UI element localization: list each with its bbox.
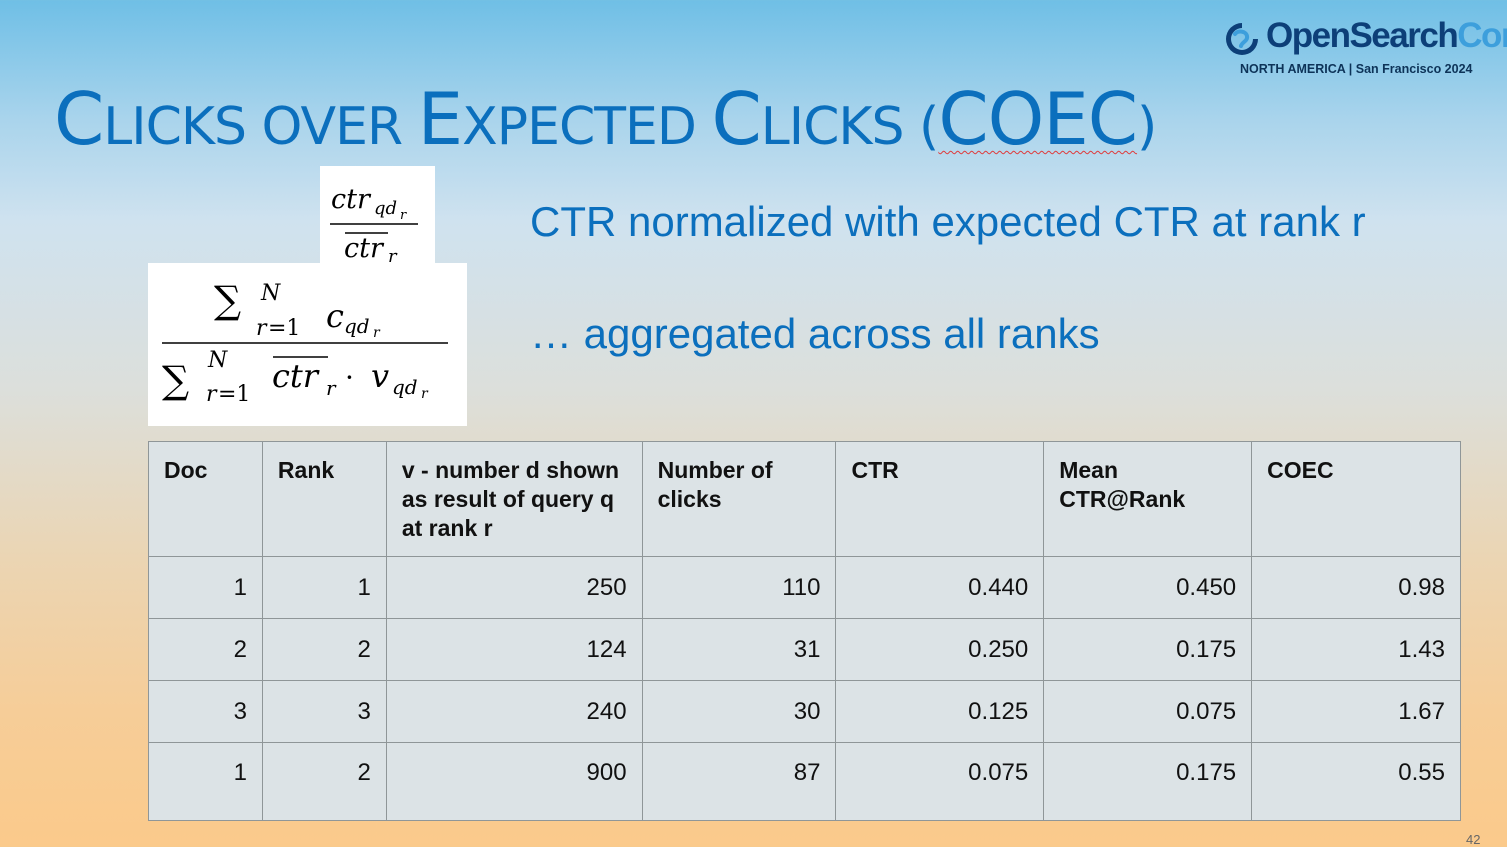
svg-text:∑: ∑: [162, 358, 189, 402]
title-close-paren: ): [1137, 97, 1157, 157]
cell-coec: 1.43: [1251, 618, 1461, 681]
svg-text:v: v: [371, 357, 389, 395]
cell-doc: 3: [148, 680, 263, 743]
svg-text:N: N: [207, 348, 228, 373]
col-header-clicks: Number of clicks: [641, 441, 837, 557]
formula-ctr-ratio: ctr qd r ctr r: [320, 166, 435, 266]
cell-clicks: 110: [641, 556, 837, 619]
col-header-rank: Rank: [261, 441, 387, 557]
col-header-views: v - number d shown as result of query q …: [385, 441, 643, 557]
svg-text:r: r: [388, 246, 398, 266]
logo-word-con: Con: [1457, 16, 1507, 55]
cell-clicks: 31: [641, 618, 837, 681]
title-cap-1: C: [54, 77, 104, 161]
svg-text:∑: ∑: [214, 278, 241, 322]
logo-wordmark: OpenSearchCon: [1266, 16, 1507, 56]
svg-text:qd: qd: [344, 314, 370, 338]
svg-text:r: r: [400, 208, 407, 223]
opensearchcon-logo: OpenSearchCon NORTH AMERICA | San Franci…: [1222, 16, 1507, 80]
title-acronym: COEC: [938, 77, 1138, 161]
col-header-coec: COEC: [1251, 441, 1461, 557]
col-header-doc: Doc: [148, 441, 263, 557]
table-header-row: Doc Rank v - number d shown as result of…: [148, 441, 1461, 557]
bullet-ctr-normalized: CTR normalized with expected CTR at rank…: [530, 198, 1366, 245]
cell-mean-ctr: 0.175: [1043, 618, 1253, 681]
cell-clicks: 87: [641, 742, 837, 821]
cell-ctr: 0.250: [835, 618, 1045, 681]
svg-text:=1: =1: [218, 382, 250, 407]
svg-text:r: r: [256, 316, 268, 341]
cell-coec: 0.55: [1251, 742, 1461, 821]
svg-text:·: ·: [345, 361, 354, 394]
title-part-1: LICKS OVER: [103, 97, 418, 157]
svg-text:r: r: [326, 376, 337, 400]
svg-text:qd: qd: [392, 375, 418, 399]
svg-text:r: r: [206, 382, 218, 407]
col-header-ctr: CTR: [835, 441, 1045, 557]
opensearch-logo-icon: [1226, 23, 1258, 55]
cell-rank: 3: [261, 680, 387, 743]
cell-mean-ctr: 0.450: [1043, 556, 1253, 619]
cell-views: 250: [385, 556, 643, 619]
cell-mean-ctr: 0.175: [1043, 742, 1253, 821]
bullet-aggregated: … aggregated across all ranks: [530, 310, 1100, 357]
table-row: 3 3 240 30 0.125 0.075 1.67: [148, 680, 1461, 743]
cell-rank: 2: [261, 618, 387, 681]
title-cap-3: C: [711, 77, 761, 161]
coec-table: Doc Rank v - number d shown as result of…: [148, 441, 1461, 821]
table-row: 1 1 250 110 0.440 0.450 0.98: [148, 556, 1461, 619]
cell-coec: 0.98: [1251, 556, 1461, 619]
cell-ctr: 0.440: [835, 556, 1045, 619]
svg-text:N: N: [260, 281, 281, 306]
cell-doc: 1: [148, 556, 263, 619]
cell-mean-ctr: 0.075: [1043, 680, 1253, 743]
svg-text:=1: =1: [268, 316, 300, 341]
svg-text:ctr: ctr: [344, 233, 385, 264]
cell-clicks: 30: [641, 680, 837, 743]
table-row: 1 2 900 87 0.075 0.175 0.55: [148, 742, 1461, 821]
logo-subtitle: NORTH AMERICA | San Francisco 2024: [1240, 62, 1473, 76]
title-part-3: LICKS (: [760, 97, 940, 157]
cell-ctr: 0.125: [835, 680, 1045, 743]
slide-title: CLICKS OVER EXPECTED CLICKS (COEC): [54, 76, 1157, 170]
title-cap-2: E: [417, 77, 463, 161]
slide-page-number: 42: [1466, 832, 1481, 847]
svg-text:c: c: [326, 297, 344, 335]
svg-text:ctr: ctr: [272, 357, 320, 395]
logo-word-search: Search: [1349, 16, 1458, 55]
table-row: 2 2 124 31 0.250 0.175 1.43: [148, 618, 1461, 681]
cell-doc: 2: [148, 618, 263, 681]
cell-doc: 1: [148, 742, 263, 821]
cell-rank: 2: [261, 742, 387, 821]
cell-views: 124: [385, 618, 643, 681]
logo-word-open: Open: [1266, 16, 1351, 55]
title-part-2: XPECTED: [462, 97, 712, 157]
cell-views: 240: [385, 680, 643, 743]
svg-text:qd: qd: [374, 198, 397, 219]
cell-coec: 1.67: [1251, 680, 1461, 743]
svg-text:ctr: ctr: [331, 184, 372, 215]
col-header-mean-ctr: Mean CTR@Rank: [1043, 441, 1253, 557]
svg-text:r: r: [373, 325, 381, 341]
cell-views: 900: [385, 742, 643, 821]
formula-coec-aggregated: ∑ N r =1 c qd r ∑ N r =1 ctr r · v qd r: [148, 263, 467, 426]
cell-ctr: 0.075: [835, 742, 1045, 821]
svg-text:r: r: [421, 386, 429, 402]
cell-rank: 1: [261, 556, 387, 619]
